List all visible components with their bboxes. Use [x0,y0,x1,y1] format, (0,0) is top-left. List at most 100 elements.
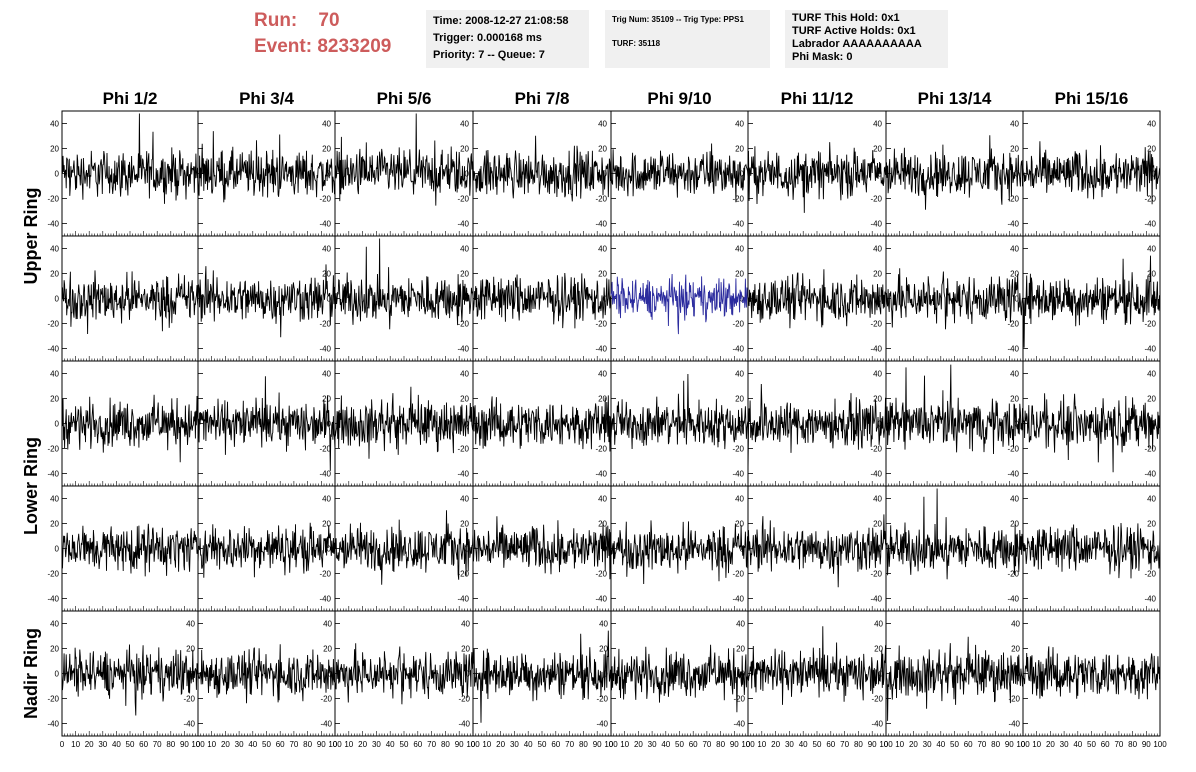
y-tick-label: 40 [50,620,59,629]
x-tick-label: 60 [964,740,973,749]
y-tick-label: 40 [460,120,469,129]
y-tick-label: 0 [604,670,609,679]
y-tick-label: -20 [1007,320,1019,329]
y-tick-label: -40 [595,595,607,604]
y-tick-label: 20 [322,520,331,529]
x-tick-label: 90 [1142,740,1151,749]
x-tick-label: 30 [372,740,381,749]
priority-line: Priority: 7 -- Queue: 7 [433,49,545,61]
y-tick-label: 20 [323,645,332,654]
y-tick-label: -40 [732,470,744,479]
y-tick-label: -20 [732,445,744,454]
x-tick-label: 30 [1060,740,1069,749]
waveform-trace [1022,646,1161,700]
waveform-trace [197,644,336,704]
turf-active-holds-line: TURF Active Holds: 0x1 [792,25,916,37]
y-tick-label: -40 [1144,595,1156,604]
y-tick-label: 20 [598,395,607,404]
x-tick-label: 100 [604,740,618,749]
x-tick-label: 100 [191,740,205,749]
y-tick-label: -20 [871,695,883,704]
x-tick-label: 60 [1101,740,1110,749]
y-tick-label: 40 [50,245,59,254]
y-tick-label: 20 [1010,520,1019,529]
y-tick-label: -20 [732,570,744,579]
y-tick-label: 40 [1010,370,1019,379]
run-label: Run: [254,10,298,31]
turf-hold-line: TURF This Hold: 0x1 [792,12,900,24]
y-tick-label: 20 [460,395,469,404]
y-tick-label: 0 [741,670,746,679]
x-tick-label: 20 [496,740,505,749]
waveform-trace [885,135,1024,210]
x-tick-label: 20 [85,740,94,749]
y-tick-label: -20 [732,320,744,329]
waveform-trace [610,273,749,335]
x-tick-label: 40 [1073,740,1082,749]
y-tick-label: 0 [327,295,332,304]
x-tick-label: 40 [248,740,257,749]
y-tick-label: -40 [457,470,469,479]
phi-mask-line: Phi Mask: 0 [792,51,853,63]
y-tick-label: -40 [870,595,882,604]
y-tick-label: 20 [873,145,882,154]
y-tick-label: -20 [47,195,59,204]
x-tick-label: 10 [895,740,904,749]
x-tick-label: 30 [510,740,519,749]
y-tick-label: -40 [1007,220,1019,229]
y-tick-label: -20 [1007,570,1019,579]
y-tick-label: -20 [1008,695,1020,704]
x-tick-label: 10 [344,740,353,749]
x-tick-label: 80 [716,740,725,749]
y-tick-label: 0 [55,670,60,679]
y-tick-label: 0 [191,670,196,679]
y-tick-label: -40 [870,220,882,229]
y-tick-label: 20 [736,645,745,654]
y-tick-label: 40 [598,120,607,129]
time-trigger-info-box: Time: 2008-12-27 21:08:58 Trigger: 0.000… [426,10,589,68]
y-tick-label: 0 [1152,420,1157,429]
x-tick-label: 10 [207,740,216,749]
waveform-trace [334,643,474,705]
x-tick-label: 40 [936,740,945,749]
x-tick-label: 90 [455,740,464,749]
x-tick-label: 50 [126,740,135,749]
y-tick-label: -20 [47,570,59,579]
x-tick-label: 60 [139,740,148,749]
x-tick-label: 0 [1021,740,1026,749]
y-tick-label: 40 [874,620,883,629]
x-tick-label: 90 [1005,740,1014,749]
waveform-trace [197,131,336,203]
x-tick-label: 100 [328,740,342,749]
y-tick-label: -20 [870,570,882,579]
y-tick-label: 40 [873,370,882,379]
y-tick-label: 20 [1010,270,1019,279]
y-tick-label: 0 [878,295,883,304]
waveform-trace [885,488,1024,580]
ring-title: Lower Ring [21,437,41,535]
y-tick-label: -40 [47,720,59,729]
waveform-trace [747,626,887,705]
y-tick-label: 40 [1147,120,1156,129]
x-tick-label: 70 [289,740,298,749]
x-tick-label: 80 [991,740,1000,749]
y-tick-label: 0 [55,295,60,304]
y-tick-label: -40 [457,220,469,229]
column-title: Phi 13/14 [918,89,992,108]
y-tick-label: -40 [320,720,332,729]
x-tick-label: 50 [950,740,959,749]
x-tick-label: 10 [757,740,766,749]
x-tick-label: 0 [60,740,65,749]
y-tick-label: -20 [457,195,469,204]
y-tick-label: 40 [1147,370,1156,379]
y-tick-label: 0 [1015,295,1020,304]
y-tick-label: 40 [322,370,331,379]
y-tick-label: 20 [322,395,331,404]
y-tick-label: 20 [1147,270,1156,279]
x-tick-label: 20 [358,740,367,749]
y-tick-label: 20 [598,270,607,279]
x-tick-label: 10 [1032,740,1041,749]
y-tick-label: 40 [1010,495,1019,504]
y-tick-label: -40 [732,345,744,354]
x-tick-label: 50 [262,740,271,749]
